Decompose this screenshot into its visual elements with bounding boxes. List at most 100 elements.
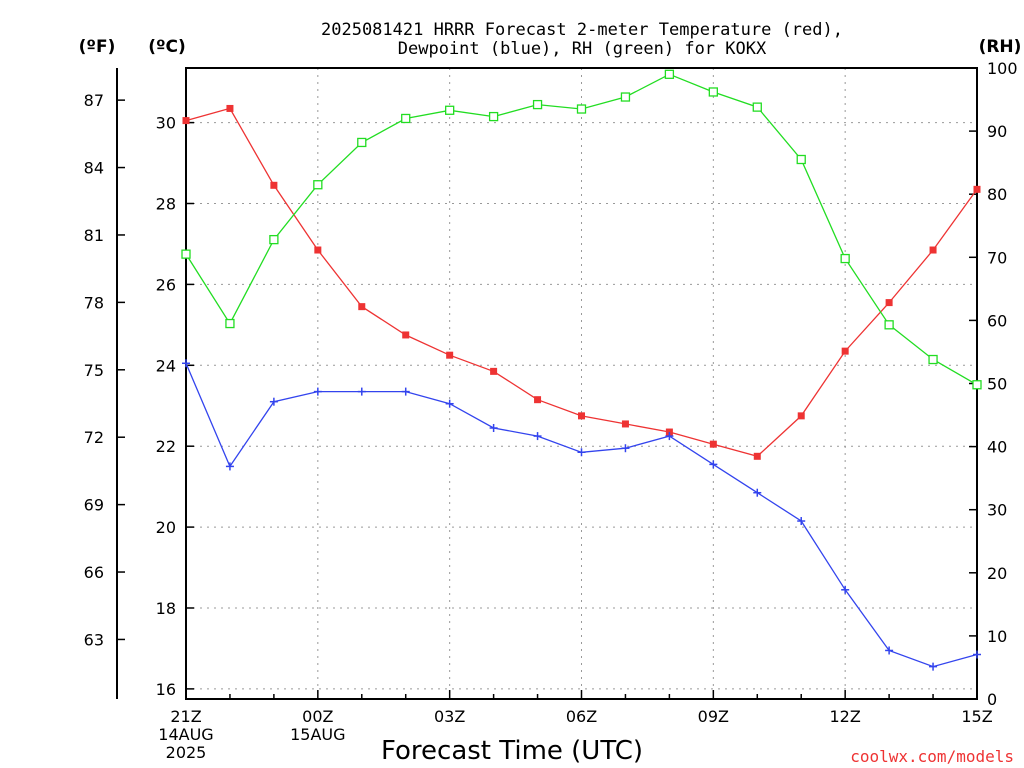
temperature-point bbox=[665, 428, 673, 436]
x-tick-label: 00Z bbox=[302, 707, 333, 726]
temperature-point bbox=[314, 246, 322, 254]
temperature-point bbox=[182, 117, 190, 125]
dewpoint-point bbox=[929, 662, 938, 671]
fahrenheit-tick-label: 69 bbox=[84, 496, 104, 515]
rh-tick-label: 50 bbox=[987, 375, 1007, 394]
rh-tick-label: 30 bbox=[987, 501, 1007, 520]
rh-point bbox=[884, 320, 894, 330]
x-tick-label: 15AUG bbox=[290, 725, 345, 744]
rh-tick-label: 20 bbox=[987, 564, 1007, 583]
fahrenheit-unit-label: (ºF) bbox=[79, 37, 116, 57]
fahrenheit-tick-label: 78 bbox=[84, 293, 104, 312]
dewpoint-point bbox=[445, 399, 454, 408]
dewpoint-point bbox=[401, 387, 410, 396]
rh-point bbox=[225, 318, 235, 329]
celsius-tick-label: 18 bbox=[156, 599, 176, 618]
rh-point bbox=[796, 154, 806, 165]
grid-lines bbox=[186, 68, 977, 699]
rh-point bbox=[620, 92, 631, 102]
temperature-point bbox=[973, 185, 981, 193]
title-line-2: Dewpoint (blue), RH (green) for KOKX bbox=[398, 39, 767, 59]
celsius-tick-label: 26 bbox=[156, 275, 176, 294]
temperature-point bbox=[578, 412, 585, 420]
rh-tick-label: 60 bbox=[987, 311, 1007, 330]
rh-point bbox=[357, 137, 367, 148]
x-tick-label: 06Z bbox=[566, 707, 597, 726]
dewpoint-point bbox=[709, 460, 718, 469]
temperature-point bbox=[753, 452, 761, 460]
rh-tick-label: 70 bbox=[987, 248, 1007, 267]
rh-unit-label: (RH) bbox=[979, 37, 1022, 57]
rh-point bbox=[488, 111, 499, 122]
temperature-point bbox=[929, 246, 937, 254]
x-tick-label: 09Z bbox=[698, 707, 729, 726]
temperature-point bbox=[358, 303, 366, 311]
temperature-point bbox=[797, 412, 805, 420]
rh-point bbox=[313, 180, 323, 190]
dewpoint-point bbox=[533, 432, 542, 441]
temperature-point bbox=[226, 104, 234, 112]
celsius-tick-label: 30 bbox=[156, 114, 176, 133]
dewpoint-point bbox=[665, 432, 674, 441]
celsius-tick-label: 24 bbox=[156, 356, 176, 375]
axes bbox=[116, 67, 978, 700]
rh-point bbox=[972, 380, 982, 390]
dewpoint-point bbox=[797, 517, 806, 526]
temperature-point bbox=[270, 181, 278, 189]
rh-point bbox=[401, 113, 411, 124]
fahrenheit-tick-label: 75 bbox=[84, 361, 104, 380]
temperature-point bbox=[621, 420, 629, 428]
x-tick-label: 15Z bbox=[961, 707, 992, 726]
temperature-point bbox=[402, 331, 410, 339]
fahrenheit-tick-label: 72 bbox=[84, 428, 104, 447]
site-credit: coolwx.com/models bbox=[850, 747, 1014, 766]
rh-tick-label: 0 bbox=[987, 690, 997, 709]
temperature-point bbox=[490, 367, 498, 375]
rh-tick-label: 80 bbox=[987, 185, 1007, 204]
rh-point bbox=[928, 354, 938, 365]
temperature-point bbox=[534, 396, 542, 404]
dewpoint-point bbox=[357, 387, 366, 396]
fahrenheit-tick-label: 66 bbox=[84, 563, 104, 582]
celsius-tick-label: 22 bbox=[156, 437, 176, 456]
x-tick-label: 03Z bbox=[434, 707, 465, 726]
dewpoint-point bbox=[182, 359, 190, 368]
dewpoint-point bbox=[269, 397, 278, 406]
dewpoint-point bbox=[885, 646, 894, 655]
rh-point bbox=[532, 99, 543, 110]
x-tick-label: 21Z bbox=[170, 707, 201, 726]
rh-point bbox=[269, 234, 279, 245]
fahrenheit-tick-label: 84 bbox=[84, 159, 104, 178]
fahrenheit-tick-label: 81 bbox=[84, 226, 104, 245]
dewpoint-point bbox=[577, 448, 586, 457]
x-tick-label: 12Z bbox=[830, 707, 861, 726]
dewpoint-point bbox=[841, 585, 850, 594]
temperature-point bbox=[446, 351, 454, 359]
series-lines bbox=[181, 69, 982, 671]
dewpoint-point bbox=[225, 462, 234, 471]
x-tick-label: 14AUG bbox=[158, 725, 213, 744]
rh-tick-label: 40 bbox=[987, 438, 1007, 457]
celsius-tick-label: 28 bbox=[156, 195, 176, 214]
rh-point bbox=[752, 102, 762, 112]
temperature-point bbox=[709, 440, 717, 448]
rh-point bbox=[576, 104, 587, 114]
rh-point bbox=[708, 87, 718, 97]
x-tick-label: 2025 bbox=[166, 743, 207, 762]
rh-tick-label: 100 bbox=[987, 59, 1018, 78]
x-axis-title: Forecast Time (UTC) bbox=[381, 736, 643, 766]
title-line-1: 2025081421 HRRR Forecast 2-meter Tempera… bbox=[321, 20, 843, 40]
rh-tick-label: 90 bbox=[987, 122, 1007, 141]
temperature-point bbox=[885, 299, 893, 307]
celsius-unit-label: (ºC) bbox=[148, 37, 186, 57]
dewpoint-point bbox=[489, 423, 498, 432]
dewpoint-point bbox=[753, 488, 762, 497]
celsius-tick-label: 20 bbox=[156, 518, 176, 537]
rh-point bbox=[445, 105, 455, 115]
rh-tick-label: 10 bbox=[987, 627, 1007, 646]
temperature-point bbox=[841, 347, 849, 355]
rh-point bbox=[181, 249, 191, 259]
fahrenheit-tick-label: 63 bbox=[84, 630, 104, 649]
chart-title: 2025081421 HRRR Forecast 2-meter Tempera… bbox=[321, 20, 843, 59]
